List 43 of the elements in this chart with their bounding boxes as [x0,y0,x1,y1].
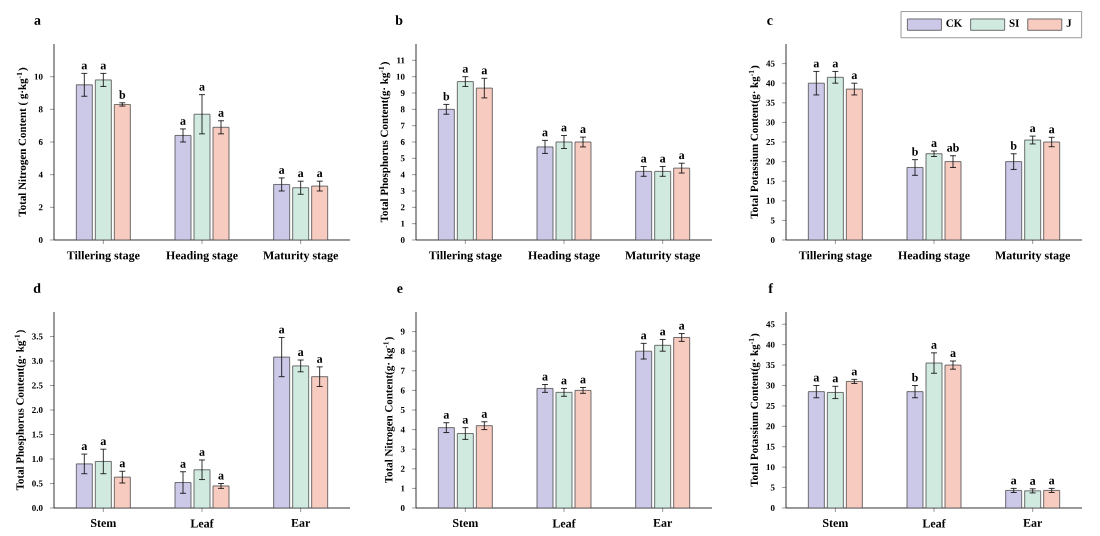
bar [925,362,943,508]
bar [654,344,672,508]
bar [94,461,112,508]
bar [292,365,310,508]
bar [1005,161,1023,240]
bar [174,135,192,240]
bar [475,87,493,240]
bar [75,84,93,240]
bar [536,146,554,240]
bar [311,185,329,240]
bar [193,469,211,508]
bar [555,391,573,508]
bar [635,171,653,240]
bar [574,390,592,508]
bar [273,184,291,240]
bar [673,167,691,240]
bar [113,476,131,508]
bar [437,427,455,508]
bar [574,141,592,240]
bar [1005,490,1023,508]
bar [212,126,230,240]
bar [635,350,653,508]
bar [906,167,924,240]
bar [944,161,962,240]
bar [807,82,825,240]
bar [845,381,863,508]
bar [826,392,844,508]
bar [536,388,554,508]
bar [311,376,329,508]
bar [906,391,924,508]
bar [273,356,291,508]
bar [1024,490,1042,508]
bar [437,108,455,240]
bar [456,433,474,508]
bar [1043,490,1061,508]
bar [113,104,131,240]
bar [845,88,863,240]
bar [75,463,93,508]
bar [1043,141,1061,240]
bar [475,425,493,508]
bar [807,391,825,508]
bar [673,337,691,508]
bar [944,364,962,508]
